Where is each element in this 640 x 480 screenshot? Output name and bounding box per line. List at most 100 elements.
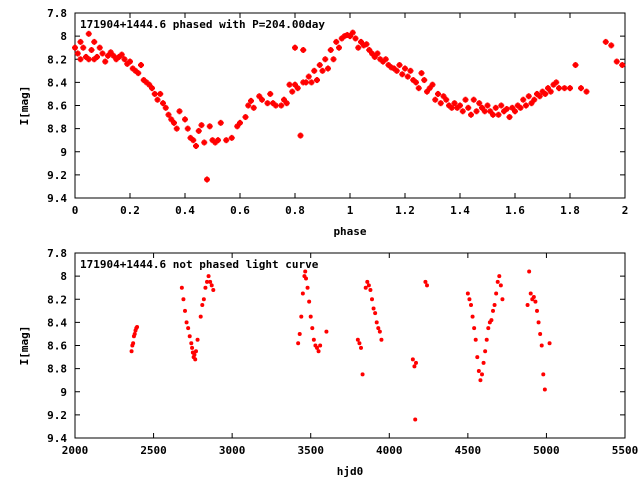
unphased-data-point [377,329,382,334]
phased-data-point [429,81,436,88]
unphased-data-point [547,341,552,346]
unphased-data-point [470,314,475,319]
unphased-data-point [355,337,360,342]
phased-data-point [121,56,128,63]
unphased-data-point [413,417,418,422]
phased-data-point [297,132,304,139]
phased-data-point [421,77,428,84]
unphased-data-point [497,274,502,279]
phased-data-point [470,96,477,103]
phased-data-point [303,79,309,86]
phased-data-point [135,70,142,77]
phased-data-point [325,65,331,72]
unphased-x-tick-label: 5500 [612,444,639,457]
phased-data-point [374,50,381,57]
unphased-data-point [527,269,532,274]
unphased-data-point [307,299,312,304]
phased-data-point [85,56,92,63]
phased-data-point [567,85,573,92]
phased-data-point [602,38,609,45]
phased-x-tick-label: 1.8 [560,204,580,217]
phased-data-point [294,85,301,92]
unphased-data-point [498,283,503,288]
unphased-data-point [379,337,384,342]
unphased-y-tick-label: 8.6 [47,340,67,353]
unphased-data-point [489,318,494,323]
phased-y-tick-label: 8.8 [47,123,67,136]
phased-data-point [465,104,472,111]
phased-data-point [542,90,549,97]
unphased-data-point [371,306,376,311]
phased-data-point [242,114,249,121]
phased-data-point [523,102,529,109]
unphased-data-point [190,345,195,350]
phased-data-point [399,71,406,78]
phased-data-point [245,102,252,109]
unphased-y-tick-label: 7.8 [47,247,67,260]
unphased-data-point [193,357,198,362]
phased-data-point [369,50,375,57]
phased-data-point [349,29,356,36]
unphased-data-point [194,349,198,354]
phased-data-point [393,67,400,74]
phased-data-point [149,85,155,92]
phased-data-point [347,33,353,40]
unphased-data-point [304,276,308,281]
unphased-data-point [192,352,197,357]
phased-data-point [490,111,496,118]
unphased-x-axis-label: hjd0 [337,465,364,478]
phased-data-point [448,104,455,111]
unphased-data-point [324,329,329,334]
phased-data-point [418,70,425,77]
phased-data-point [556,85,562,92]
unphased-data-point [412,364,417,369]
phased-x-tick-label: 1 [347,204,354,217]
unphased-data-point [359,345,363,350]
phased-x-tick-label: 1.4 [450,204,470,217]
phased-x-tick-label: 2 [622,204,629,217]
unphased-data-point [187,334,192,339]
phased-data-point [517,104,524,111]
phased-y-tick-label: 9.2 [47,169,67,182]
phased-data-point [503,105,510,112]
phased-y-axis-label: I[mag] [18,86,31,126]
phased-data-point [283,100,290,107]
unphased-data-point [195,337,200,342]
unphased-data-point [494,291,499,296]
unphased-x-tick-label: 2000 [62,444,89,457]
phased-data-point [171,119,177,126]
unphased-data-point [535,308,539,313]
unphased-y-tick-label: 9.2 [47,409,67,422]
phased-data-point [481,108,488,115]
phased-data-point [553,79,560,86]
phased-data-point [308,79,315,86]
phased-data-point [176,108,183,115]
phased-data-point [462,96,469,103]
unphased-data-point [376,326,381,331]
unphased-data-point [205,279,209,284]
unphased-data-point [483,349,488,354]
phased-data-point [382,56,389,63]
unphased-chart-title: 171904+1444.6 not phased light curve [80,258,319,271]
phased-y-tick-label: 9 [60,146,67,159]
phased-y-tick-label: 8.6 [47,100,67,113]
unphased-data-point [201,297,206,302]
phased-data-point [160,100,166,107]
phased-y-tick-label: 9.4 [47,192,67,205]
unphased-data-point [311,337,316,342]
phased-data-point [327,47,334,53]
phased-data-point [484,102,491,109]
phased-data-point [204,176,210,183]
phased-data-point [99,50,106,57]
phased-data-point [201,139,208,146]
unphased-data-point [541,372,546,377]
phased-data-point [173,125,180,132]
unphased-data-point [484,337,489,342]
phased-data-point [407,67,414,74]
unphased-data-point [184,320,189,325]
phased-data-point [572,62,579,69]
phased-data-point [396,62,403,69]
phased-data-point [437,100,444,107]
phased-data-point [355,44,362,51]
